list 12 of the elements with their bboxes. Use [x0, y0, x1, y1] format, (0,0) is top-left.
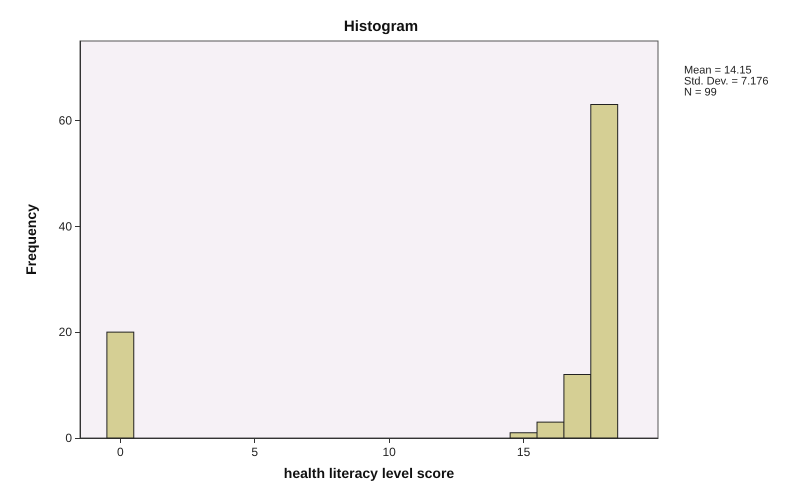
- x-tick-label: 10: [382, 445, 396, 459]
- y-tick-label: 20: [58, 325, 72, 340]
- x-tick-label: 5: [251, 445, 258, 459]
- x-tick-label: 15: [516, 445, 531, 459]
- y-tick-label: 60: [58, 113, 72, 128]
- x-axis-title: health literacy level score: [284, 465, 454, 481]
- y-axis-title: Frequency: [23, 204, 39, 275]
- y-tick-label: 0: [65, 431, 72, 445]
- chart-title: Histogram: [344, 18, 418, 35]
- x-tick-label: 0: [116, 445, 124, 459]
- y-tick-label: 40: [58, 219, 72, 234]
- text: Mean = 14.15 Std. Dev. = 7.176 N = 99: [684, 64, 768, 98]
